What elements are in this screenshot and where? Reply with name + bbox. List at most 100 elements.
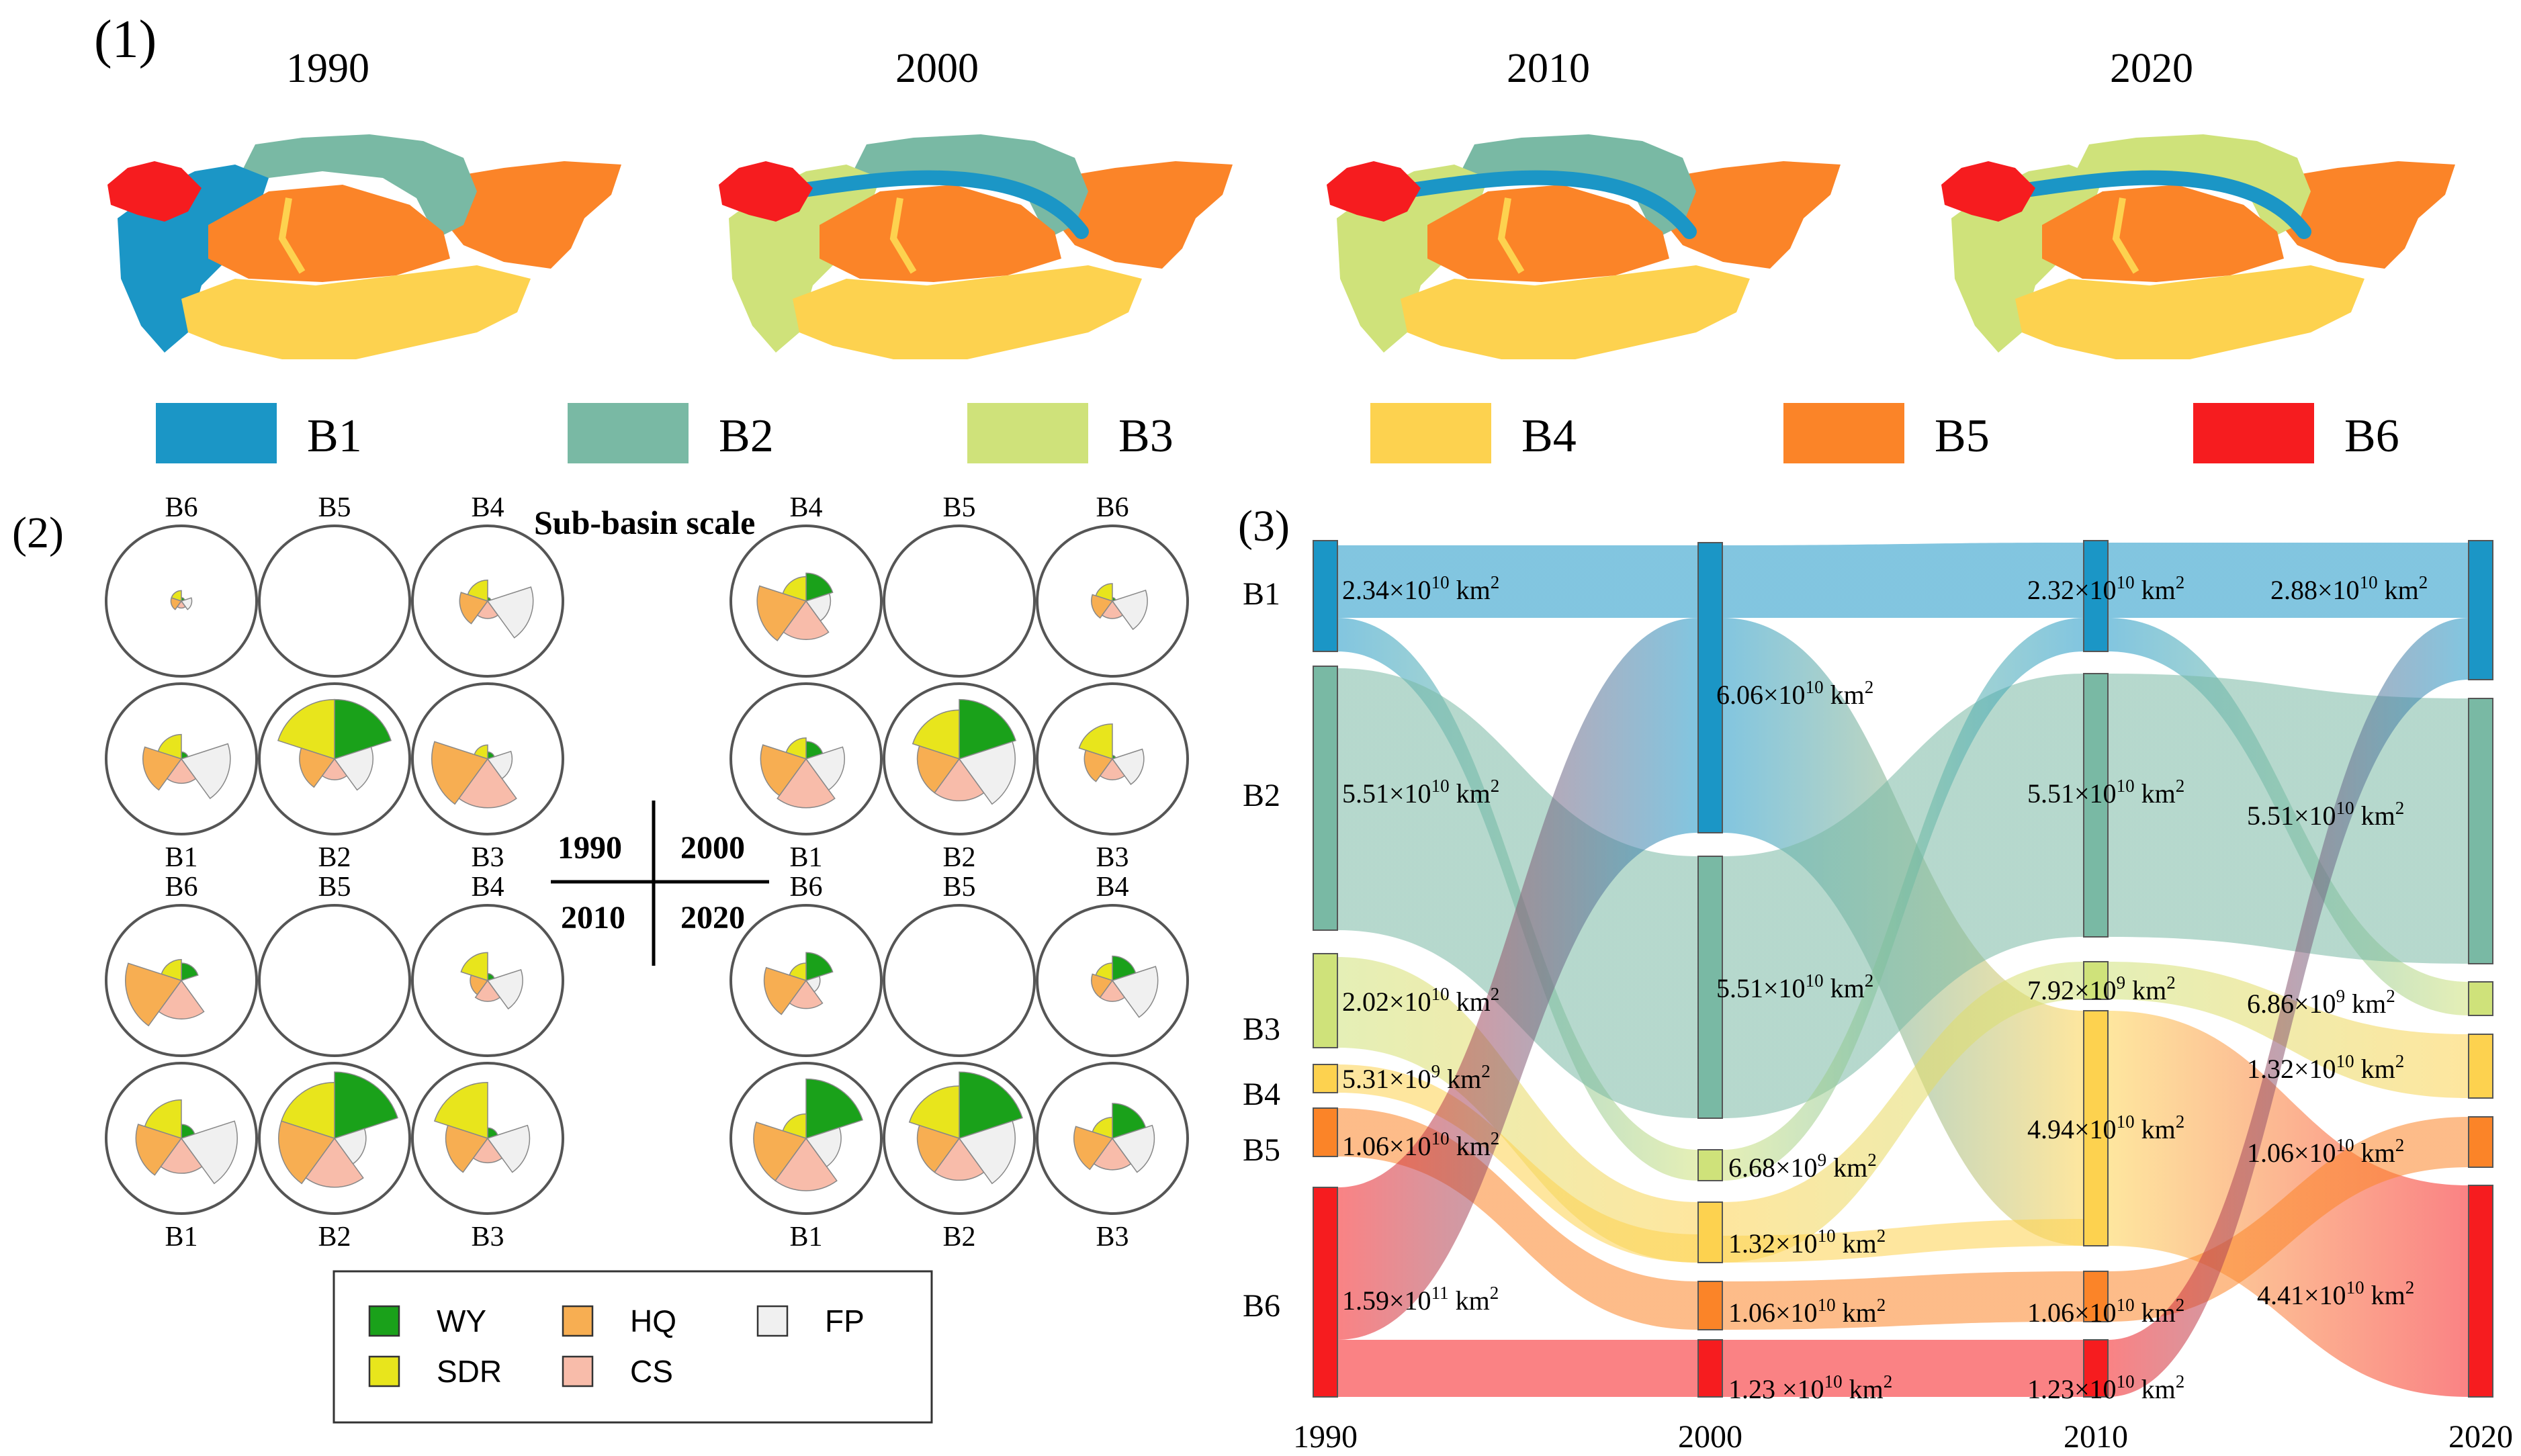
sankey-flow-2000-b4-to-2010-b3: [1722, 962, 2084, 1263]
value-mantissa: 6.86×10: [2247, 989, 2336, 1019]
sankey-node-2000-b2: [1697, 856, 1723, 1119]
rose-sector-wy: [334, 698, 392, 760]
sankey-node-1990-b1: [1313, 540, 1338, 652]
map-legend-label-b5: B5: [1935, 410, 1990, 462]
value-unit: km: [2354, 801, 2395, 831]
sankey-node-2010-b2: [2083, 673, 2109, 938]
value-exponent: 10: [2117, 776, 2135, 796]
value-mantissa: 7.92×10: [2027, 975, 2117, 1005]
rose-sector-hq: [1091, 594, 1114, 619]
value-unit-sup: 2: [2405, 1277, 2415, 1298]
rose-sector-cs: [458, 758, 517, 809]
map-legend-item-b3: B3: [967, 403, 1174, 463]
rose-sector-sdr: [433, 1082, 488, 1140]
rose-sector-hq: [431, 741, 489, 805]
rose-1990-b4: B4: [411, 492, 564, 678]
map-region-b5-central: [2042, 185, 2284, 282]
rose-label-b6: B6: [789, 872, 822, 903]
map-region-b1-river: [1393, 170, 1697, 239]
value-unit-sup: 2: [1877, 1295, 1886, 1315]
rose-label-b1: B1: [789, 1222, 822, 1253]
rose-sector-hq: [445, 1124, 489, 1173]
rose-2010-b1: B1: [105, 1062, 258, 1253]
value-unit-sup: 2: [1877, 1226, 1886, 1246]
value-mantissa: 6.68×10: [1728, 1152, 1818, 1183]
value-exponent: 9: [1431, 1061, 1441, 1081]
rose-label-b6: B6: [1096, 492, 1129, 523]
sankey-value-label-2020-b4: 1.32×1010 km2: [2247, 1051, 2404, 1084]
map-region-b4: [181, 265, 531, 359]
rose-1990-b6: B6: [105, 492, 258, 678]
rose-label-b4: B4: [1096, 872, 1129, 903]
map-legend-swatch-b2: [568, 403, 689, 463]
sankey-flow-2000-b1-to-2010-b1: [1722, 543, 2084, 618]
sankey-value-label-2010-b4: 4.94×1010 km2: [2027, 1111, 2184, 1144]
sankey-node-1990-b5: [1313, 1107, 1338, 1157]
rose-sector-fp: [1111, 966, 1159, 1018]
map-legend-item-b5: B5: [1783, 403, 1990, 463]
rose-2000-b6: B6: [1036, 492, 1189, 678]
value-unit-sup: 2: [2176, 776, 2185, 796]
value-unit: km: [1836, 1298, 1877, 1328]
rose-sector-hq: [916, 745, 961, 794]
sankey-value-label-2020-b2: 5.51×1010 km2: [2247, 798, 2404, 831]
value-unit-sup: 2: [2395, 1135, 2405, 1155]
rose-sector-cs: [158, 979, 205, 1019]
panel-3-label: (3): [1238, 502, 1290, 551]
rose-label-b3: B3: [1096, 1222, 1129, 1253]
map-region-b6: [1941, 161, 2035, 222]
rose-label-b1: B1: [165, 1222, 197, 1253]
rose-label-b4: B4: [471, 492, 504, 523]
value-unit-sup: 2: [2386, 986, 2395, 1006]
sankey-value-label-1990-b6: 1.59×1011 km2: [1342, 1283, 1499, 1316]
map-region-north: [2076, 134, 2311, 238]
rose-2010-b3: B3: [411, 1062, 564, 1253]
rose-label-b5: B5: [318, 492, 351, 523]
value-mantissa: 5.31×10: [1342, 1064, 1431, 1094]
rose-2010-b5: B5: [258, 872, 411, 1057]
rose-sector-cs: [777, 758, 836, 809]
map-region-b5-east: [1048, 161, 1233, 269]
value-unit: km: [2354, 1054, 2395, 1084]
rose-label-b5: B5: [318, 872, 351, 903]
value-unit: km: [2135, 575, 2176, 605]
rose-sector-wy: [959, 1071, 1023, 1140]
rose-2000-b4: B4: [729, 492, 883, 678]
value-unit: km: [2135, 778, 2176, 809]
rose-sector-cs: [305, 1137, 364, 1188]
rose-sector-fp: [1111, 1124, 1155, 1173]
value-mantissa: 5.51×10: [1716, 973, 1806, 1003]
map-divider: [2112, 197, 2139, 274]
service-legend-label-hq: HQ: [630, 1304, 676, 1338]
sankey-value-label-2010-b2: 5.51×1010 km2: [2027, 776, 2184, 809]
service-legend-label-fp: FP: [825, 1304, 865, 1338]
value-unit: km: [1450, 987, 1491, 1017]
service-legend-swatch-sdr: [368, 1355, 400, 1387]
value-unit: km: [2125, 975, 2166, 1005]
value-exponent: 10: [2117, 572, 2135, 592]
sankey-value-label-2020-b5: 1.06×1010 km2: [2247, 1135, 2404, 1168]
panel-1-label: (1): [94, 10, 157, 69]
sankey-value-label-2000-b5: 1.06×1010 km2: [1728, 1295, 1886, 1328]
value-exponent: 10: [1818, 1226, 1836, 1246]
value-unit: km: [1843, 1374, 1884, 1404]
sankey-node-2010-b6: [2083, 1339, 2109, 1398]
map-legend-label-b4: B4: [1521, 410, 1577, 462]
value-unit: km: [2354, 1138, 2395, 1168]
rose-label-b4: B4: [471, 872, 504, 903]
value-exponent: 10: [2346, 1277, 2364, 1298]
map-region-b5-central: [208, 185, 450, 282]
value-exponent: 10: [1431, 776, 1450, 796]
sankey-node-2010-b5: [2083, 1271, 2109, 1322]
rose-sector-hq: [135, 1124, 183, 1176]
map-divider: [278, 197, 306, 274]
rose-sector-sdr: [280, 1082, 335, 1140]
value-mantissa: 2.32×10: [2027, 575, 2117, 605]
rose-sector-fp: [486, 586, 534, 639]
map-region-b4: [1401, 265, 1750, 359]
sankey-flow-2010-b1-to-2020-b1: [2108, 543, 2469, 618]
rose-2000-b2: B2: [883, 682, 1036, 873]
map-region-north: [853, 134, 1088, 238]
rose-sector-hq: [753, 1121, 807, 1182]
